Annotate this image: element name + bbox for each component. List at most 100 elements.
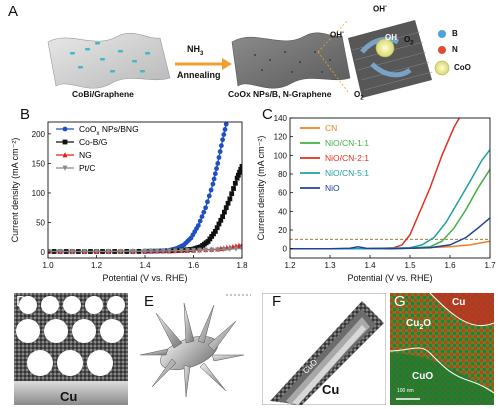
panel-e-label: E bbox=[144, 293, 155, 310]
y-axis-label: Current density (mA cm⁻²) bbox=[256, 136, 266, 241]
y-tick-label-3: 150 bbox=[32, 159, 46, 168]
x-tick-label-1: 1.3 bbox=[324, 261, 336, 270]
legend-marker-1 bbox=[62, 139, 68, 145]
data-point-3-21 bbox=[221, 247, 227, 253]
o2-label-1: O2 bbox=[404, 35, 414, 47]
legend-label-2: NiO/CN-2:1 bbox=[325, 153, 369, 163]
data-point-3-2 bbox=[69, 249, 75, 255]
data-point-0-58 bbox=[222, 126, 228, 132]
data-point-0-59 bbox=[223, 122, 229, 127]
data-point-3-12 bbox=[166, 248, 172, 254]
data-point-1-49 bbox=[229, 191, 235, 197]
data-point-3-5 bbox=[106, 249, 112, 255]
data-point-3-9 bbox=[148, 248, 154, 255]
legend-label-0: CoOx NPs/BNG bbox=[79, 124, 139, 137]
panel-f-image bbox=[262, 293, 386, 405]
data-point-1-50 bbox=[231, 186, 236, 191]
legend-label-2: NG bbox=[79, 150, 92, 160]
y-tick-label-6: 120 bbox=[274, 133, 288, 142]
legend-label-4: NiO bbox=[325, 183, 340, 193]
panel-g-image bbox=[390, 293, 494, 405]
data-point-1-37 bbox=[207, 236, 213, 242]
chart-c: 1.2 1.3 1.4 1.5 1.6 1.7 0 20 40 60 80 100 120 140 Pote… bbox=[256, 114, 496, 283]
data-point-0-41 bbox=[197, 218, 203, 224]
data-point-0-43 bbox=[201, 209, 207, 215]
series-3 bbox=[48, 246, 242, 255]
y-tick-label-1: 50 bbox=[36, 219, 45, 228]
data-point-1-36 bbox=[205, 239, 211, 244]
graphene-sheet-mid bbox=[231, 32, 351, 89]
data-point-1-44 bbox=[220, 214, 225, 220]
x-tick-label-2: 1.4 bbox=[364, 261, 376, 270]
legend-marker-3 bbox=[62, 165, 68, 171]
data-point-3-8 bbox=[142, 248, 148, 255]
x-axis-label: Potential (V vs. RHE) bbox=[102, 273, 187, 283]
x-tick-label-4: 1.6 bbox=[444, 261, 456, 270]
x-tick-label-5: 1.7 bbox=[484, 261, 496, 270]
data-point-2-28 bbox=[239, 242, 242, 248]
data-point-0-46 bbox=[206, 193, 212, 199]
data-point-1-48 bbox=[227, 196, 233, 202]
arrow-annealing-label: Annealing bbox=[177, 70, 221, 80]
y-tick-label-0: 0 bbox=[283, 245, 288, 254]
data-point-3-16 bbox=[191, 247, 196, 254]
y-tick-label-4: 80 bbox=[278, 170, 287, 179]
y-tick-label-5: 100 bbox=[274, 151, 288, 160]
legend-label-3: NiO/CN-5:1 bbox=[325, 168, 369, 178]
oh-label-3: OH bbox=[385, 33, 397, 42]
data-point-0-42 bbox=[199, 214, 205, 220]
legend-coo: CoO bbox=[454, 63, 471, 72]
data-point-3-14 bbox=[178, 248, 184, 254]
series-line-3 bbox=[290, 149, 490, 250]
data-point-1-51 bbox=[232, 180, 238, 186]
data-point-3-23 bbox=[233, 246, 239, 252]
data-point-1-56 bbox=[239, 163, 242, 169]
panel-f-core-cu: Cu bbox=[322, 382, 340, 397]
data-point-3-15 bbox=[185, 248, 190, 254]
arrow-nh3-label: NH3 bbox=[187, 44, 204, 57]
data-point-3-22 bbox=[227, 246, 233, 253]
series-3 bbox=[290, 149, 490, 250]
data-point-1-43 bbox=[218, 217, 224, 223]
data-point-0-47 bbox=[208, 187, 214, 193]
y-tick-label-0: 0 bbox=[41, 248, 46, 257]
data-point-1-53 bbox=[235, 172, 241, 178]
oh-label-2: OH- bbox=[373, 4, 387, 14]
data-point-3-24 bbox=[239, 246, 242, 252]
series-line-2 bbox=[290, 118, 461, 250]
x-axis-label: Potential (V vs. RHE) bbox=[347, 273, 432, 283]
data-point-1-47 bbox=[225, 200, 231, 206]
x-tick-label-0: 1.2 bbox=[284, 261, 296, 270]
data-point-3-6 bbox=[118, 248, 124, 255]
data-point-0-56 bbox=[220, 137, 226, 143]
y-tick-label-4: 200 bbox=[32, 130, 46, 139]
oh-label-1: OH- bbox=[330, 30, 344, 40]
data-point-1-39 bbox=[211, 231, 216, 237]
panel-a-label: A bbox=[8, 3, 19, 20]
y-tick-label-1: 20 bbox=[278, 226, 287, 235]
data-point-3-10 bbox=[154, 248, 160, 254]
data-point-1-52 bbox=[234, 175, 240, 181]
o2-label-2: O2 bbox=[354, 90, 364, 102]
caption-coox-bn-graphene: CoOx NPs/B, N-Graphene bbox=[228, 89, 332, 99]
legend-label-1: Co-B/G bbox=[79, 137, 107, 147]
data-point-3-1 bbox=[57, 249, 63, 255]
legend-marker-2 bbox=[62, 152, 68, 158]
legend-label-3: Pt/C bbox=[79, 163, 96, 173]
data-point-1-41 bbox=[214, 225, 220, 231]
data-point-0-60 bbox=[225, 117, 230, 122]
data-point-3-11 bbox=[160, 248, 166, 254]
series-line-4 bbox=[290, 217, 490, 250]
graphene-sheet-left bbox=[47, 32, 171, 89]
data-point-0-53 bbox=[216, 155, 222, 160]
data-point-0-45 bbox=[205, 199, 210, 205]
y-tick-label-7: 140 bbox=[274, 114, 288, 123]
x-tick-label-2: 1.4 bbox=[139, 261, 151, 270]
data-point-0-49 bbox=[211, 176, 217, 182]
x-tick-label-0: 1.0 bbox=[42, 261, 54, 270]
panel-c-label: C bbox=[262, 106, 273, 123]
panel-g-cu: Cu bbox=[452, 297, 466, 308]
legend-b: B bbox=[452, 29, 458, 38]
panel-g-cuo: CuO bbox=[412, 371, 434, 382]
oxygen-flow-arrow bbox=[360, 36, 400, 54]
